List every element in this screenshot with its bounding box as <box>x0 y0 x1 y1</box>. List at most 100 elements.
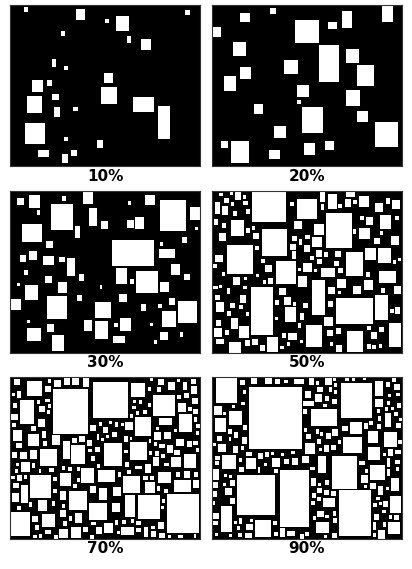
Bar <box>284 380 288 383</box>
Bar <box>220 233 226 241</box>
Bar <box>112 502 120 512</box>
Bar <box>331 446 336 450</box>
Bar <box>176 472 180 477</box>
Bar <box>99 488 107 500</box>
Bar <box>345 199 351 207</box>
Bar <box>285 307 296 323</box>
Bar <box>125 461 129 467</box>
Bar <box>54 106 60 117</box>
Bar <box>245 533 252 538</box>
Bar <box>391 478 399 490</box>
Bar <box>391 236 398 245</box>
Bar <box>39 469 41 473</box>
Bar <box>252 226 255 230</box>
Bar <box>21 461 30 472</box>
Bar <box>255 519 272 537</box>
Bar <box>48 380 51 383</box>
Bar <box>246 452 252 456</box>
Bar <box>213 513 219 519</box>
Bar <box>129 436 132 440</box>
Bar <box>174 480 191 492</box>
Bar <box>27 328 41 341</box>
Bar <box>175 451 180 456</box>
Bar <box>365 248 376 261</box>
Bar <box>230 480 235 485</box>
Bar <box>221 506 232 532</box>
Bar <box>125 495 136 517</box>
Bar <box>371 332 377 339</box>
Bar <box>143 410 147 414</box>
Bar <box>136 465 141 469</box>
Bar <box>227 311 231 316</box>
Bar <box>383 452 386 456</box>
Bar <box>60 510 66 517</box>
Bar <box>336 345 342 352</box>
Bar <box>364 485 367 488</box>
Bar <box>341 384 372 418</box>
Bar <box>68 490 87 510</box>
Bar <box>123 476 140 493</box>
Bar <box>265 265 272 273</box>
Bar <box>178 301 197 323</box>
Bar <box>47 410 50 414</box>
Bar <box>110 420 112 424</box>
Bar <box>251 377 258 384</box>
Bar <box>183 382 187 390</box>
Bar <box>131 383 145 397</box>
Bar <box>159 418 172 424</box>
Bar <box>187 441 192 447</box>
Bar <box>227 288 230 294</box>
Bar <box>290 201 294 206</box>
Bar <box>115 519 118 525</box>
Bar <box>116 16 129 31</box>
Bar <box>396 450 401 454</box>
Bar <box>287 531 295 535</box>
Bar <box>83 192 94 204</box>
Bar <box>334 390 337 394</box>
Bar <box>264 463 267 467</box>
Bar <box>243 195 246 199</box>
Bar <box>125 422 133 430</box>
Bar <box>20 452 27 459</box>
Bar <box>234 521 237 524</box>
Bar <box>280 471 309 527</box>
Bar <box>24 475 27 479</box>
Bar <box>386 458 390 467</box>
Bar <box>258 468 260 473</box>
Bar <box>62 466 65 470</box>
Bar <box>160 282 169 292</box>
Bar <box>337 279 346 288</box>
Bar <box>230 303 235 307</box>
Bar <box>386 487 389 490</box>
Bar <box>184 274 190 280</box>
Bar <box>335 251 341 257</box>
Bar <box>385 413 391 427</box>
Bar <box>397 403 400 407</box>
Bar <box>220 285 222 288</box>
Bar <box>368 431 379 443</box>
Bar <box>160 242 163 246</box>
Bar <box>135 417 151 436</box>
Bar <box>338 440 341 444</box>
Bar <box>84 320 92 331</box>
Bar <box>213 521 218 525</box>
Bar <box>342 426 348 431</box>
Bar <box>188 407 192 411</box>
Bar <box>240 295 246 303</box>
Bar <box>388 450 393 456</box>
Bar <box>141 304 146 311</box>
Bar <box>381 288 385 292</box>
Bar <box>20 401 34 423</box>
Bar <box>229 411 242 426</box>
Bar <box>145 195 155 205</box>
Bar <box>91 456 95 460</box>
Bar <box>148 403 151 407</box>
Bar <box>195 226 198 230</box>
Bar <box>246 228 250 233</box>
Bar <box>298 268 301 271</box>
Bar <box>166 494 199 533</box>
Bar <box>394 286 400 294</box>
Bar <box>221 141 227 148</box>
Bar <box>29 502 32 506</box>
Bar <box>164 489 168 493</box>
